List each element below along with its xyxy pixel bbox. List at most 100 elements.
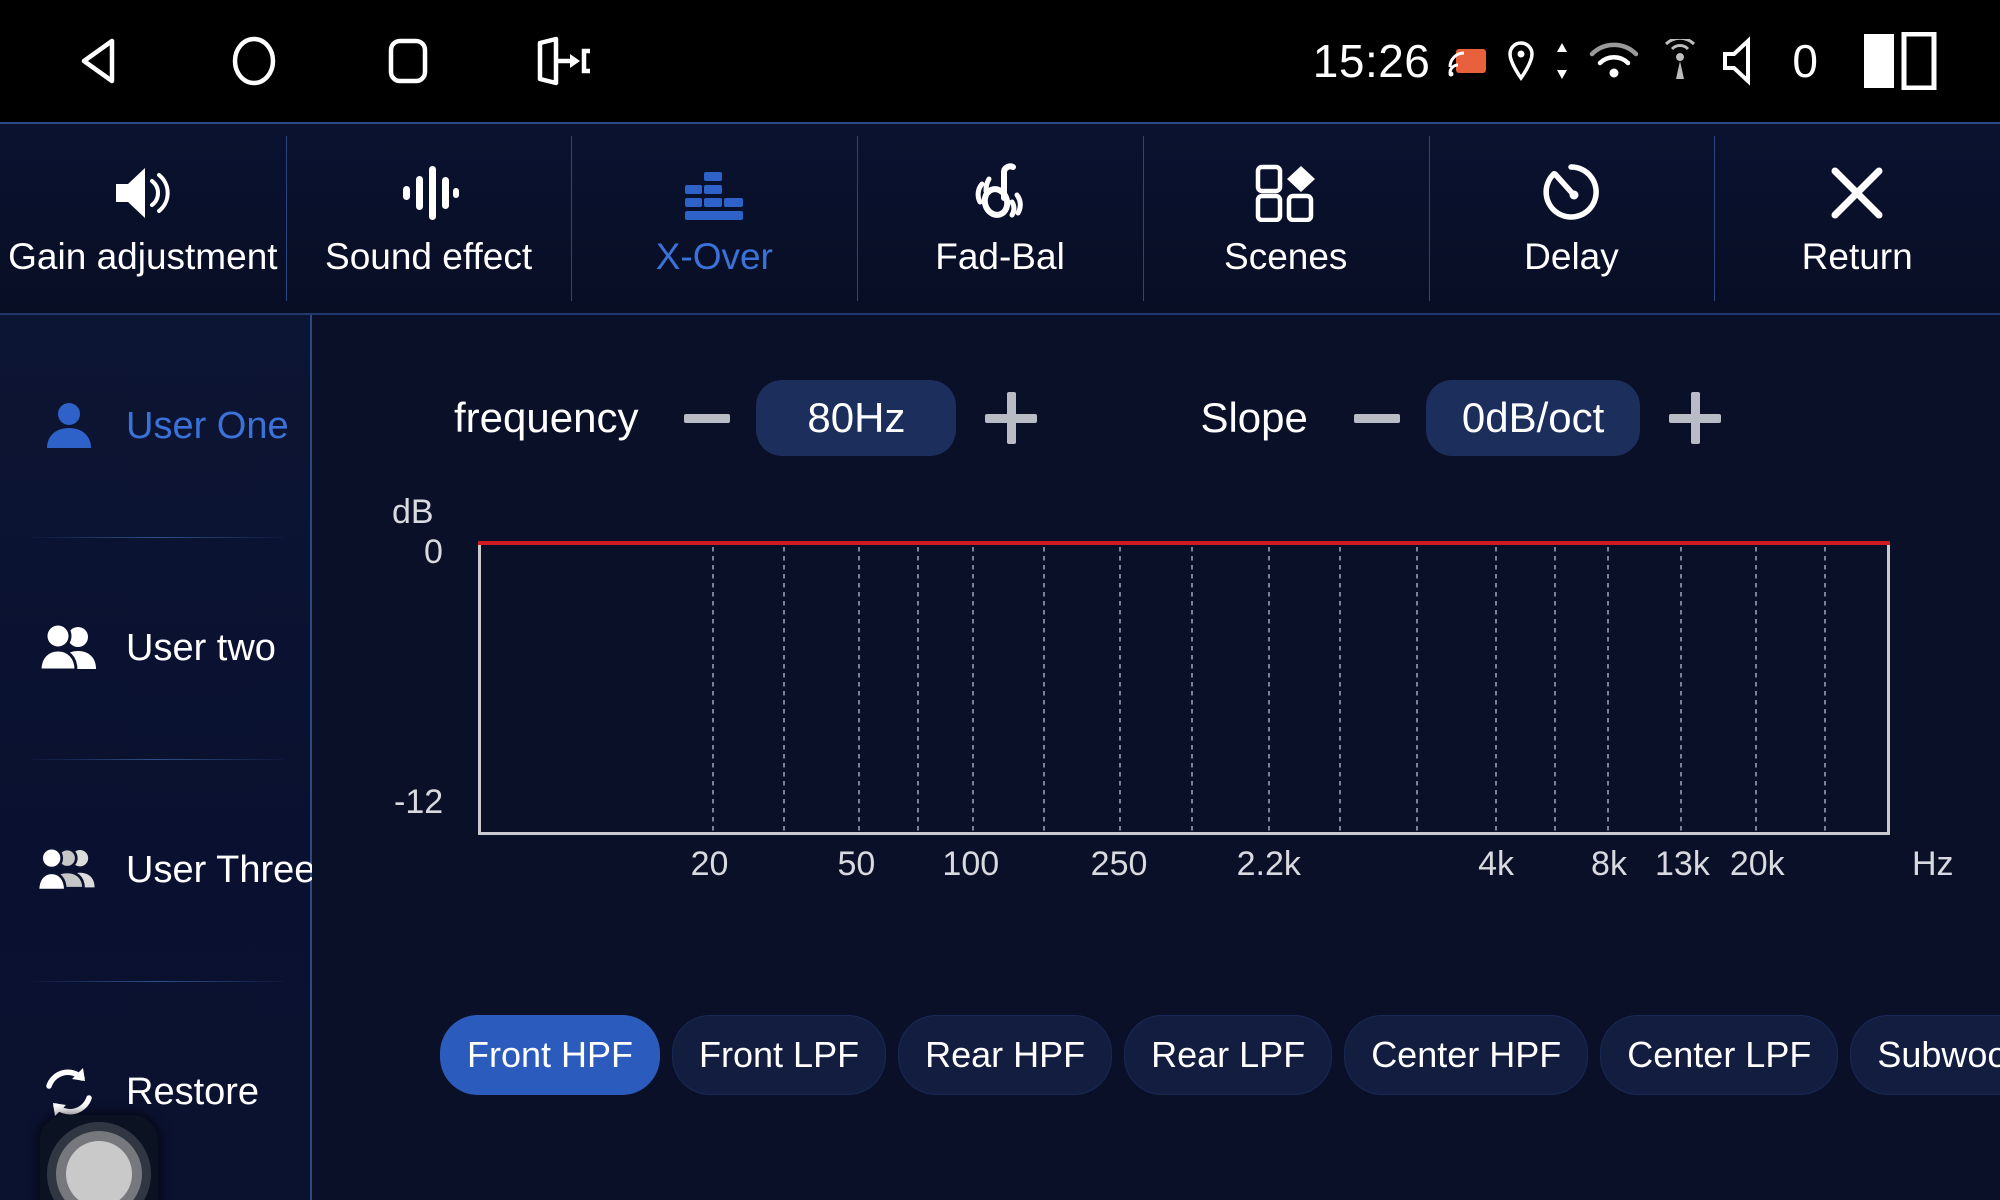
- grid-line: [916, 547, 919, 832]
- x-tick-label: 250: [1090, 845, 1148, 883]
- grid-line: [971, 547, 974, 832]
- slope-control: Slope 0dB/oct: [1200, 379, 1734, 457]
- tab-return[interactable]: Return: [1714, 124, 2000, 313]
- home-icon[interactable]: [226, 33, 282, 89]
- volume-level: 0: [1792, 35, 1818, 87]
- minus-icon: [1353, 413, 1400, 423]
- filter-pill-front-hpf[interactable]: Front HPF: [440, 1015, 661, 1095]
- audio-tab-bar: Gain adjustment Sound effect X-Ove: [0, 122, 2000, 315]
- x-tick-label: 50: [837, 845, 876, 883]
- user-preset-sidebar: User One User two: [0, 315, 315, 1200]
- system-nav-buttons: [0, 33, 596, 89]
- grid-line: [1191, 547, 1194, 832]
- tab-label: Sound effect: [325, 235, 533, 277]
- frequency-label: frequency: [454, 394, 639, 441]
- volume-icon: [1720, 35, 1772, 87]
- sidebar-item-label: User Three: [126, 848, 316, 891]
- back-icon[interactable]: [72, 33, 128, 89]
- exit-app-icon[interactable]: [534, 33, 596, 89]
- equalizer-bars-icon: [683, 160, 745, 222]
- grid-line: [1754, 547, 1757, 832]
- slope-increment-button[interactable]: [1656, 379, 1734, 457]
- crossover-chart: dB 0 -12 20 50 100 250 2.2k 4k 8k 13k 20k Hz: [312, 493, 2000, 973]
- tab-sound-effect[interactable]: Sound effect: [285, 124, 572, 313]
- tab-scenes[interactable]: Scenes: [1142, 124, 1429, 313]
- plus-icon: [985, 392, 1038, 444]
- x-tick-label: 20: [690, 845, 729, 883]
- content-area: User One User two: [0, 315, 2000, 1200]
- status-bar: 15:26 0: [0, 0, 2000, 122]
- x-tick-label: 13k: [1655, 845, 1710, 883]
- wifi-icon: [1588, 40, 1640, 82]
- x-tick-label: 4k: [1478, 845, 1515, 883]
- x-axis-unit: Hz: [1912, 845, 1954, 883]
- single-user-icon: [38, 399, 100, 453]
- sidebar-item-label: User two: [126, 626, 276, 669]
- filter-pill-subwoofer[interactable]: Subwoofer..: [1850, 1015, 2000, 1095]
- tab-delay[interactable]: Delay: [1428, 124, 1715, 313]
- tab-gain-adjustment[interactable]: Gain adjustment: [0, 124, 286, 313]
- tab-label: Return: [1801, 235, 1913, 277]
- frequency-decrement-button[interactable]: [668, 379, 746, 457]
- grid-line: [711, 547, 714, 832]
- close-x-icon: [1828, 160, 1886, 222]
- minus-icon: [684, 413, 731, 423]
- grid-line: [1823, 547, 1826, 832]
- crossover-panel: frequency 80Hz Slope 0dB/oct: [312, 315, 2000, 1200]
- sidebar-item-user-one[interactable]: User One: [0, 315, 310, 537]
- filter-pill-center-lpf[interactable]: Center LPF: [1600, 1015, 1839, 1095]
- touch-indicator: [40, 1115, 158, 1200]
- broadcast-icon: [1658, 39, 1702, 83]
- x-tick-label: 100: [942, 845, 1000, 883]
- filter-pill-rear-hpf[interactable]: Rear HPF: [898, 1015, 1113, 1095]
- frequency-value[interactable]: 80Hz: [756, 380, 957, 456]
- slope-decrement-button[interactable]: [1338, 379, 1416, 457]
- sidebar-item-user-three[interactable]: User Three: [0, 759, 315, 981]
- music-note-waves-icon: [968, 160, 1032, 222]
- tab-label: Delay: [1524, 235, 1619, 277]
- touch-ring-outer: [47, 1122, 151, 1200]
- y-tick-min: -12: [394, 783, 444, 821]
- sidebar-item-restore[interactable]: Restore: [0, 981, 310, 1200]
- sidebar-item-user-two[interactable]: User two: [0, 537, 310, 759]
- clock: 15:26: [1312, 35, 1431, 87]
- x-tick-label: 8k: [1591, 845, 1627, 883]
- plus-icon: [1669, 392, 1722, 444]
- x-tick-label: 2.2k: [1236, 845, 1301, 883]
- grid-line: [1494, 547, 1497, 832]
- filter-pill-center-hpf[interactable]: Center HPF: [1344, 1015, 1589, 1095]
- stopwatch-icon: [1541, 160, 1601, 222]
- tab-label: Gain adjustment: [8, 235, 278, 277]
- tab-x-over[interactable]: X-Over: [571, 124, 857, 313]
- crossover-controls: frequency 80Hz Slope 0dB/oct: [312, 363, 2000, 473]
- plot-area: [478, 543, 1890, 835]
- split-screen-icon[interactable]: [1862, 32, 1938, 90]
- grid-line: [1268, 547, 1271, 832]
- x-axis-ticks: 20 50 100 250 2.2k 4k 8k 13k 20k: [478, 845, 1890, 891]
- slope-label: Slope: [1200, 394, 1308, 441]
- two-users-icon: [38, 621, 100, 675]
- frequency-control: frequency 80Hz: [454, 379, 1050, 457]
- location-pin-icon: [1506, 40, 1536, 82]
- sidebar-item-label: User One: [126, 404, 289, 447]
- frequency-increment-button[interactable]: [972, 379, 1050, 457]
- filter-selector: Front HPF Front LPF Rear HPF Rear LPF Center…: [440, 1015, 2000, 1095]
- sync-arrows-icon: [1554, 41, 1570, 81]
- speaker-waves-icon: [112, 160, 174, 222]
- response-curve: [478, 541, 1890, 545]
- x-tick-label: 20k: [1729, 845, 1785, 883]
- slope-value[interactable]: 0dB/oct: [1425, 380, 1641, 456]
- tab-label: X-Over: [655, 235, 773, 277]
- filter-pill-front-lpf[interactable]: Front LPF: [672, 1015, 887, 1095]
- grid-line: [1119, 547, 1122, 832]
- tab-label: Scenes: [1224, 235, 1348, 277]
- grid-line: [857, 547, 860, 832]
- grid-lines: [481, 543, 1887, 832]
- tab-fad-bal[interactable]: Fad-Bal: [857, 124, 1143, 313]
- status-indicators: 15:26 0: [1313, 32, 2000, 90]
- recents-icon[interactable]: [380, 33, 436, 89]
- sidebar-item-label: Restore: [126, 1070, 260, 1113]
- filter-pill-rear-lpf[interactable]: Rear LPF: [1124, 1015, 1333, 1095]
- cast-icon: [1448, 43, 1488, 79]
